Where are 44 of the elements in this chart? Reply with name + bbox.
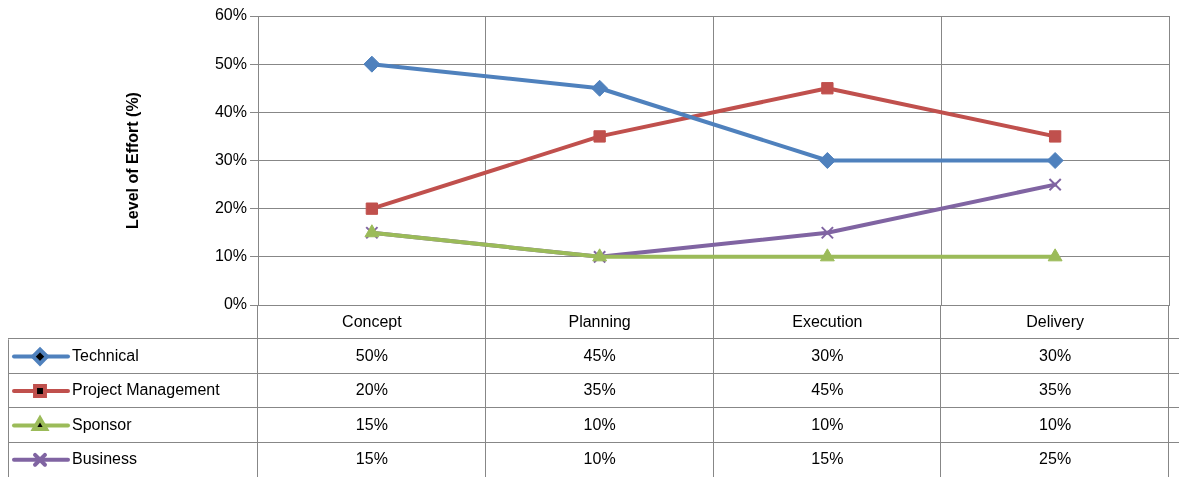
- point: [820, 226, 835, 240]
- legend-label: Technical: [72, 347, 139, 365]
- x-tick-label: Planning: [568, 313, 631, 331]
- x-tick-label: Execution: [792, 313, 863, 331]
- data-label: 15%: [811, 450, 844, 468]
- data-label: 15%: [355, 415, 388, 433]
- data-label: 45%: [811, 381, 844, 399]
- x-tick-label: Delivery: [1026, 313, 1085, 331]
- data-label: 35%: [1039, 381, 1072, 399]
- data-label: 25%: [1039, 450, 1072, 468]
- data-label: 30%: [811, 347, 844, 365]
- data-label: 10%: [1039, 415, 1072, 433]
- data-label: 50%: [355, 347, 388, 365]
- y-tick-label: 20%: [214, 199, 247, 217]
- y-tick-label: 50%: [214, 54, 247, 72]
- y-tick-label: 40%: [214, 102, 247, 120]
- data-label: 30%: [1039, 347, 1072, 365]
- legend-label: Sponsor: [72, 415, 133, 433]
- data-label: 10%: [811, 415, 844, 433]
- point: [1048, 130, 1062, 143]
- y-axis-title: Level of Effort (%): [124, 92, 142, 229]
- data-label: 10%: [583, 415, 616, 433]
- point: [1048, 177, 1062, 192]
- data-label: 20%: [355, 381, 388, 399]
- point: [1046, 152, 1064, 169]
- data-label: 15%: [355, 450, 388, 468]
- legend-label: Business: [72, 450, 137, 468]
- y-tick-label: 60%: [214, 6, 247, 24]
- point: [363, 55, 381, 73]
- data-label: 45%: [583, 347, 616, 365]
- y-tick-label: 10%: [214, 247, 247, 265]
- x-tick-label: Concept: [342, 313, 403, 331]
- data-label: 35%: [583, 381, 616, 399]
- point: [365, 202, 379, 215]
- point: [819, 248, 835, 262]
- y-tick-label: 30%: [214, 150, 247, 168]
- point: [818, 152, 836, 169]
- point: [821, 82, 834, 95]
- point: [591, 79, 609, 97]
- point: [1047, 248, 1063, 262]
- legend-label: Project Management: [72, 381, 221, 399]
- y-tick-label: 0%: [223, 295, 247, 313]
- point: [593, 130, 606, 143]
- data-label: 10%: [583, 450, 616, 468]
